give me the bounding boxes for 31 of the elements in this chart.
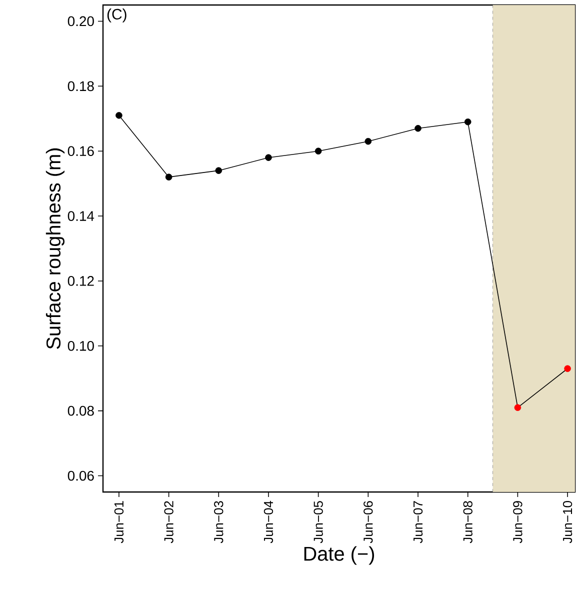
x-tick-label: Jun−04 (264, 500, 274, 544)
y-tick-label: 0.20 (68, 16, 94, 26)
point (314, 148, 322, 154)
x-axis-title: Date (−) (304, 546, 374, 565)
x-tick-label: Jun−06 (364, 501, 373, 544)
x-tick-label: Jun−05 (314, 501, 323, 544)
x-tick-label: Jun−07 (413, 501, 423, 544)
point (514, 404, 522, 411)
x-tick-label: Jun−08 (463, 501, 472, 544)
y-axis-title: Surface roughness (m) (46, 148, 64, 349)
point (165, 174, 172, 180)
y-tick-label: 0.08 (68, 406, 94, 416)
point (116, 112, 122, 119)
point (265, 154, 272, 161)
point (215, 167, 222, 174)
y-tick-label: 0.14 (68, 211, 94, 221)
x-tick-label: Jun−10 (562, 501, 572, 544)
y-tick-label: 0.10 (68, 340, 94, 351)
y-tick-label: 0.06 (68, 470, 94, 481)
y-tick-label: 0.12 (68, 276, 94, 286)
point (464, 118, 472, 126)
annotation: (C) (107, 8, 126, 22)
x-tick-label: Jun−03 (214, 501, 224, 544)
x-tick-label: Jun−09 (513, 501, 522, 544)
x-tick-label: Jun−01 (114, 501, 124, 544)
x-tick-label: Jun−02 (164, 501, 174, 544)
point (364, 138, 372, 145)
y-tick-label: 0.16 (68, 146, 94, 156)
point (564, 365, 571, 372)
point (414, 124, 422, 132)
y-tick-label: 0.18 (68, 81, 94, 92)
